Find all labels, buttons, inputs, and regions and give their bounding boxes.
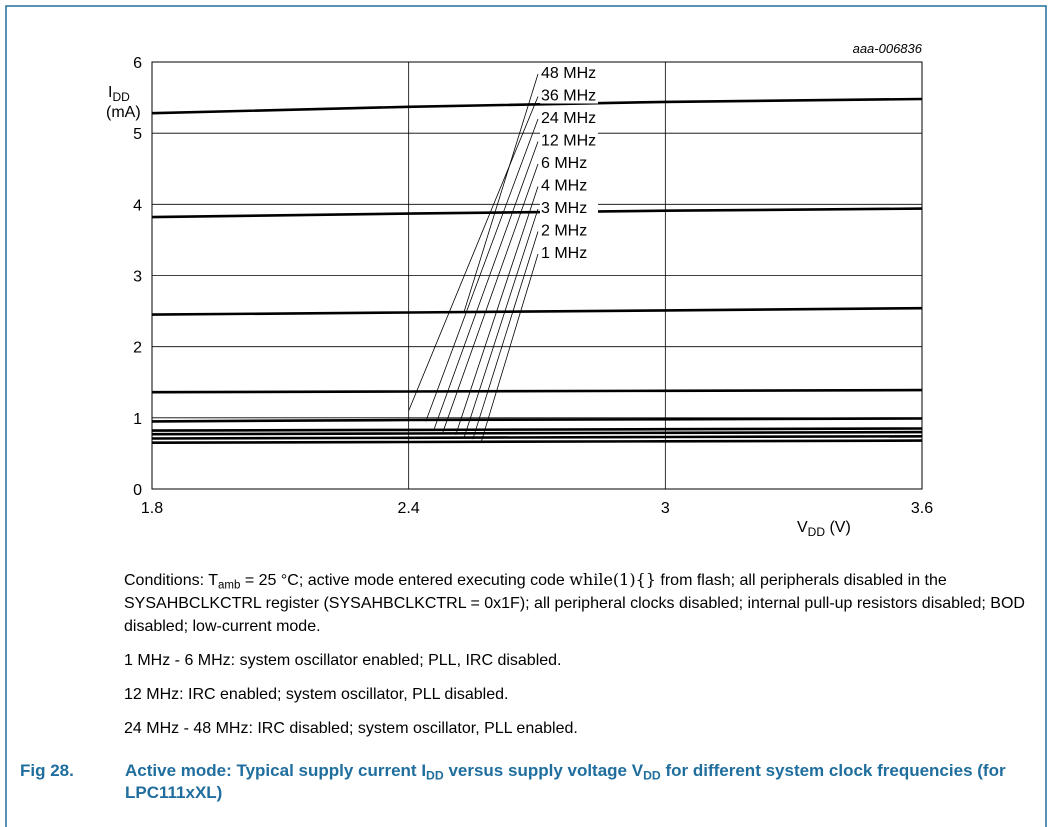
series-label-bg — [540, 176, 598, 194]
series-label-bg — [540, 109, 598, 126]
label-leader — [472, 231, 539, 440]
note-line: 1 MHz - 6 MHz: system oscillator enabled… — [124, 652, 562, 669]
series-line — [151, 434, 923, 440]
grid — [152, 62, 922, 489]
figure-title: Active mode: Typical supply current IDD … — [125, 761, 1006, 802]
y-axis-title: IDD — [108, 84, 130, 104]
label-leader — [408, 96, 539, 411]
series-line — [151, 427, 923, 432]
y-tick-label: 0 — [133, 482, 142, 499]
y-axis-unit: (mA) — [106, 104, 141, 121]
reference-code: aaa-006836 — [853, 41, 923, 56]
x-tick-label: 3 — [661, 500, 670, 517]
series-line — [151, 417, 923, 423]
series-label-bg — [540, 221, 598, 239]
label-leader — [463, 73, 539, 312]
series-line — [151, 388, 923, 394]
series-label: 1 MHz — [541, 245, 587, 262]
y-tick-label: 2 — [133, 340, 142, 357]
y-tick-label: 1 — [133, 411, 142, 428]
series-label-bg — [540, 199, 598, 216]
series-label: 4 MHz — [541, 178, 587, 195]
chart-notes: Conditions: Tamb = 25 °C; active mode en… — [124, 568, 1044, 751]
y-tick-label: 5 — [133, 126, 142, 143]
series-label-bg — [540, 244, 598, 261]
x-axis-title: VDD (V) — [797, 519, 851, 539]
x-tick-label: 2.4 — [398, 500, 420, 517]
series-label: 3 MHz — [541, 200, 587, 217]
series-line — [151, 306, 923, 316]
series-label: 36 MHz — [541, 88, 596, 105]
series-line — [151, 207, 923, 219]
series-label: 6 MHz — [541, 155, 587, 172]
series-line — [151, 430, 923, 436]
note-line: 24 MHz - 48 MHz: IRC disabled; system os… — [124, 720, 578, 737]
series-label-bg — [540, 86, 598, 104]
label-leader-lines — [408, 73, 539, 442]
conditions-text: Conditions: Tamb = 25 °C; active mode en… — [124, 570, 1025, 635]
label-leader — [425, 118, 539, 422]
chart: 0 1 2 3 4 5 6 1.8 2.4 3 3.6 48 MHz 36 MHz 24 MHz 12 … — [106, 41, 933, 539]
x-tick-label: 1.8 — [141, 500, 163, 517]
series-line — [151, 439, 923, 445]
series-label-bg — [540, 131, 598, 149]
label-leader — [481, 253, 539, 442]
y-tick-label: 3 — [133, 269, 142, 286]
label-leader — [433, 141, 539, 429]
series-label-bg — [540, 64, 598, 81]
label-leader — [442, 163, 539, 433]
figure-number: Fig 28. — [20, 761, 74, 780]
note-line: 12 MHz: IRC enabled; system oscillator, … — [124, 686, 509, 703]
series-label: 48 MHz — [541, 65, 596, 82]
series-labels: 48 MHz 36 MHz 24 MHz 12 MHz 6 MHz 4 MHz 3 MHz 2… — [540, 64, 598, 262]
y-tick-label: 6 — [133, 55, 142, 72]
series-line — [151, 97, 923, 115]
series-label: 12 MHz — [541, 133, 596, 150]
y-axis-ticks: 0 1 2 3 4 5 6 — [133, 55, 142, 499]
series-label: 24 MHz — [541, 110, 596, 127]
series-label-bg — [540, 154, 598, 171]
label-leader — [463, 208, 539, 438]
series-label: 2 MHz — [541, 223, 587, 240]
y-tick-label: 4 — [133, 197, 142, 214]
x-tick-label: 3.6 — [911, 500, 933, 517]
x-axis-ticks: 1.8 2.4 3 3.6 — [141, 500, 933, 517]
series-lines — [151, 97, 923, 445]
